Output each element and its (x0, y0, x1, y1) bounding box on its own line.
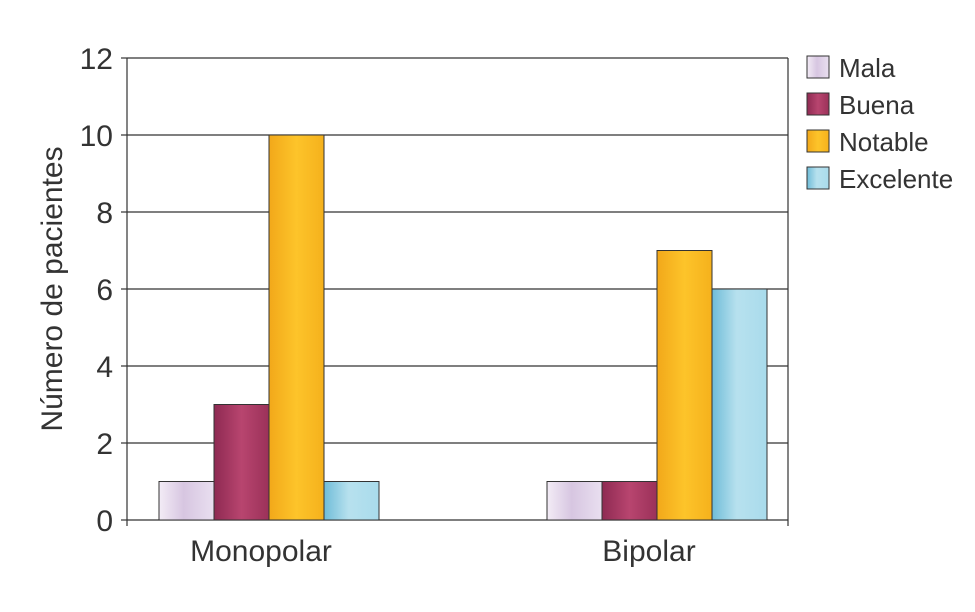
bar-bipolar-buena (601, 481, 658, 521)
bar-monopolar-buena (213, 404, 270, 521)
bar-monopolar-excelente (323, 481, 380, 521)
y-tick-label-6: 6 (96, 274, 113, 307)
legend-label-excelente: Excelente (839, 164, 953, 194)
tick-labels: 0 2 4 6 8 10 12 Monopolar Bipolar (80, 43, 696, 568)
bar-bipolar-notable (656, 250, 713, 521)
y-tick-label-0: 0 (96, 505, 113, 538)
bar-bipolar-mala (546, 481, 603, 521)
bar-monopolar-notable (268, 134, 325, 521)
legend-label-mala: Mala (839, 53, 896, 83)
legend-swatch-buena (806, 92, 830, 116)
y-tick-label-10: 10 (80, 120, 113, 153)
y-tick-label-12: 12 (80, 43, 113, 76)
x-category-label-bipolar: Bipolar (602, 535, 695, 568)
bars (158, 134, 768, 521)
bar-bipolar-excelente (711, 288, 768, 521)
x-category-label-monopolar: Monopolar (190, 535, 332, 568)
legend-label-buena: Buena (839, 90, 915, 120)
legend-swatch-notable (806, 129, 830, 153)
y-axis-title: Número de pacientes (36, 146, 69, 431)
legend-swatch-excelente (806, 166, 830, 190)
y-tick-label-4: 4 (96, 351, 113, 384)
y-tick-label-2: 2 (96, 428, 113, 461)
legend-label-notable: Notable (839, 127, 929, 157)
bar-monopolar-mala (158, 481, 215, 521)
y-tick-label-8: 8 (96, 197, 113, 230)
legend-swatch-mala (806, 55, 830, 79)
legend: Mala Buena Notable Excelente (806, 53, 953, 194)
